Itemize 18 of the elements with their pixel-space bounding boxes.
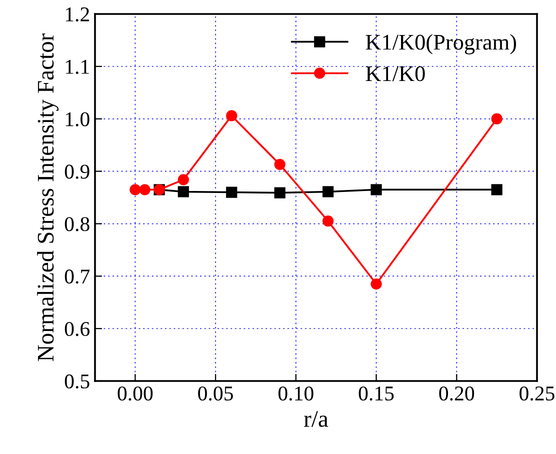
x-axis-title: r/a <box>304 411 328 427</box>
x-tick-label: 0.15 <box>358 386 394 401</box>
y-tick-label: 0.7 <box>64 270 90 284</box>
legend-label: K1/K0(Program) <box>366 34 516 54</box>
x-tick-label: 0.20 <box>439 386 474 401</box>
x-tick-label: 0.00 <box>118 386 153 401</box>
y-axis-title: Normalized Stress Intensity Factor <box>37 33 59 362</box>
y-tick-label: 1.0 <box>66 112 90 126</box>
x-tick-label: 0.05 <box>198 386 233 401</box>
y-tick-label: 0.5 <box>64 374 90 389</box>
x-tick-label: 0.10 <box>278 386 314 401</box>
y-tick-label: 0.6 <box>64 322 90 336</box>
x-tick-label: 0.25 <box>520 386 554 401</box>
y-tick-label: 1.2 <box>66 7 89 22</box>
y-tick-label: 0.8 <box>64 217 90 232</box>
legend-label: K1/K0 <box>366 66 425 82</box>
y-tick-label: 1.1 <box>66 60 89 74</box>
y-tick-label: 0.9 <box>64 164 90 179</box>
